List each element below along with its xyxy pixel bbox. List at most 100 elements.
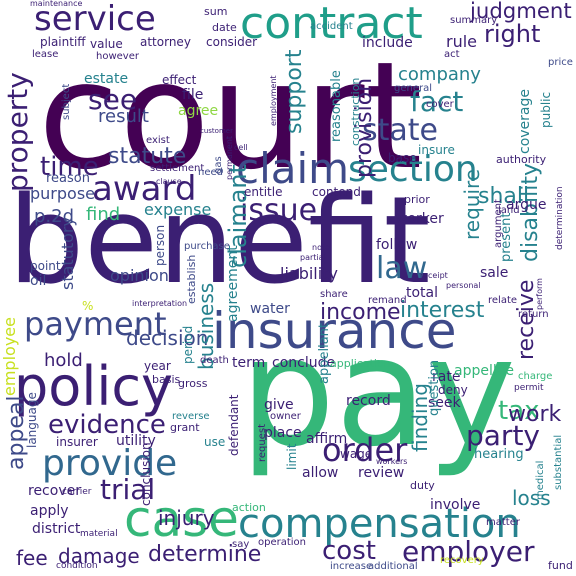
word-owner: owner [270,411,301,422]
word-increase: increase [330,561,373,572]
word-land: land [498,205,520,216]
word-injury: injury [158,506,215,530]
word-sum: sum [204,5,228,18]
word-court: court [38,30,423,202]
word-price: price [548,57,573,68]
word-provide: provide [42,443,178,484]
word-party: party [466,419,540,452]
word-judgment: judgment [470,0,572,23]
word-cover: cover [426,99,454,110]
word-contract: contract [240,0,423,49]
word-defendant: defendant [227,394,241,457]
word-action: action [232,501,266,514]
word-result: result [98,106,149,127]
word-request: request [257,423,268,462]
word-point: point [30,259,61,273]
word-duty: duty [410,479,435,492]
word-interest: interest [400,298,485,323]
word-fact: fact [410,85,464,118]
word-agree: agree [178,103,219,119]
word-determine: determine [148,542,262,567]
word-base: base [388,151,417,165]
word-decision: decision [126,326,209,350]
word-purpose: purpose [30,184,95,203]
word-however: however [96,51,139,62]
word-return: return [518,309,549,320]
word-permit: permit [514,383,544,393]
word-claim: claim [236,144,350,193]
word-date: date [212,21,237,34]
word-basis: basis [152,373,181,386]
word-wage: wage [340,447,373,461]
word-purchase: purchase [184,241,230,252]
word-hearing: hearing [474,447,524,462]
word-trial: trial [100,473,156,506]
word-state: state [362,113,438,148]
word-effect: effect [162,73,197,87]
word-act: act [444,49,460,60]
word-reverse: reverse [172,411,210,422]
word-oil: oil [30,273,47,289]
word-argument: argument [493,199,504,248]
word-affirm: affirm [306,431,348,447]
word-insurer: insurer [56,435,98,449]
word-law: law [376,251,428,286]
word-estate: estate [84,71,129,87]
word-year: year [144,359,171,373]
word-use: use [204,435,226,449]
word-pay: pay [240,306,516,480]
word-argue: argue [506,197,547,213]
word-p2d: p.2d [34,206,75,227]
word-exist: exist [146,135,170,146]
word-file: file [182,87,204,103]
word-perform: perform [535,278,544,310]
word-operation: operation [258,537,307,548]
word-term: term [232,355,266,371]
word-support: support [282,49,307,134]
word-share: share [320,289,348,300]
word-need: need [198,167,223,178]
word-gross: gross [178,377,208,390]
word-compensation: compensation [238,501,521,547]
word-see: see [88,83,138,116]
word-workers: workers [376,457,408,466]
word-award: award [92,169,197,209]
word-record: record [346,393,391,409]
word-matter: matter [486,517,520,528]
word-loss: loss [512,486,551,510]
word-tax: tax [498,396,540,426]
word-district: district [32,521,81,537]
word-prior: prior [404,193,430,206]
word-deny: deny [438,383,468,397]
word-conclusion: conclusion [139,442,153,506]
word-authority: authority [496,153,547,166]
word-find: find [86,204,121,225]
word-insure: insure [418,143,455,157]
word-value: value [90,37,123,51]
word-recovery: recovery [440,555,484,566]
word-limit: limit [285,443,299,470]
word-subject: subject [61,83,72,120]
word-order: order [322,431,408,469]
word-agreement: agreement [225,245,241,322]
word-damage: damage [58,544,140,568]
word-accident: accident [310,21,353,32]
word-application: application [330,357,391,370]
word-public: public [539,91,553,128]
word-question: question [427,359,442,416]
word-substantial: substantial [553,434,564,490]
word-reasonable: reasonable [329,70,344,142]
word-case: case [124,490,239,548]
word-medical: medical [535,460,546,500]
word-sale: sale [480,265,509,281]
word-additional: additional [368,561,418,572]
word-benefit: benefit [8,172,431,311]
word-material: material [80,529,118,539]
word-relate: relate [488,295,518,306]
word-carrier: carrier [62,487,92,497]
word-general: general [394,83,433,94]
word-appellant: appellant [317,323,332,384]
word-opinion: opinion [110,266,169,285]
word-time: time [40,152,99,182]
